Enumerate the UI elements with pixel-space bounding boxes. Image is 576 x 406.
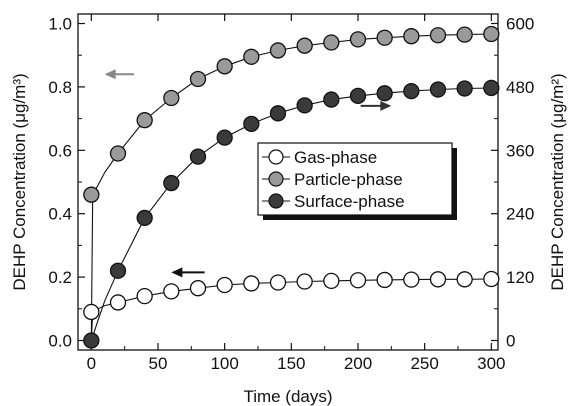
surface-phase-point <box>163 174 180 192</box>
particle-phase-point <box>296 37 313 54</box>
y-right-tick-label: 240 <box>506 205 534 224</box>
surface-phase-point <box>403 82 420 100</box>
x-axis-label: Time (days) <box>243 387 332 406</box>
x-tick-label: 50 <box>149 354 168 373</box>
particle-phase-point <box>83 186 100 203</box>
particle-phase-point <box>349 31 367 48</box>
surface-phase-point <box>189 148 207 165</box>
particle-phase-point <box>403 28 420 45</box>
particle-phase-point <box>136 112 153 129</box>
particle-phase-point <box>376 29 393 46</box>
gas-phase-curve <box>90 278 492 341</box>
legend-marker-surface-phase <box>268 193 284 209</box>
y-left-tick-label: 1.0 <box>48 15 72 34</box>
gas-phase-point <box>189 280 207 297</box>
gas-phase-point <box>456 271 473 288</box>
legend-box <box>257 142 453 216</box>
gas-phase-point <box>163 283 180 300</box>
particle-phase-point <box>163 89 180 107</box>
surface-phase-point <box>429 81 447 98</box>
y-right-tick-label: 120 <box>506 268 534 287</box>
axes: 0 50 100 150 200 250 300 0.0 0.2 0.4 0.6 0.8 1.0 0 120… <box>48 13 534 373</box>
gas-phase-point <box>429 271 447 288</box>
y-right-tick-label: 480 <box>506 78 534 97</box>
legend-label-gas-phase: Gas-phase <box>294 148 377 167</box>
surface-phase-point <box>349 87 367 105</box>
surface-phase-point <box>483 79 500 97</box>
surface-phase-point <box>109 262 127 279</box>
x-tick-label: 0 <box>87 354 96 373</box>
y-right-tick-label: 360 <box>506 141 534 160</box>
particle-phase-point <box>189 70 207 88</box>
legend-label-particle-phase: Particle-phase <box>294 170 403 189</box>
surface-phase-point <box>456 80 473 97</box>
y-left-tick-label: 0.4 <box>48 205 72 224</box>
particle-phase-point <box>216 58 233 75</box>
arrow-right-head <box>380 100 392 111</box>
gas-phase-point <box>216 276 233 294</box>
particle-phase-point <box>483 25 500 43</box>
gas-phase-point <box>109 294 127 311</box>
x-tick-label: 100 <box>210 354 238 373</box>
particle-phase-point <box>429 27 447 44</box>
x-tick-label: 150 <box>277 354 305 373</box>
legend: Gas-phase Particle-phase Surface-phase <box>257 142 457 220</box>
y-axis-right-label: DEHP Concentration (μg/m²) <box>548 73 567 290</box>
gas-phase-point <box>136 287 153 305</box>
y-axis-left-label: DEHP Concentration (μg/m³) <box>10 73 29 290</box>
particle-phase-point <box>243 48 260 65</box>
gas-phase-point <box>296 273 313 290</box>
surface-phase-point <box>323 91 340 108</box>
surface-phase-point <box>376 85 393 102</box>
gas-phase-point <box>483 270 500 288</box>
y-left-tick-label: 0.2 <box>48 268 72 287</box>
particle-phase-point <box>456 26 473 43</box>
particle-phase-point <box>109 145 127 162</box>
surface-phase-point <box>243 115 260 133</box>
gas-phase-point <box>376 271 393 289</box>
y-left-tick-label: 0.8 <box>48 78 72 97</box>
y-left-tick-label: 0.0 <box>48 331 72 350</box>
surface-phase-point <box>296 97 313 114</box>
particle-phase-point <box>269 42 287 59</box>
x-tick-label: 200 <box>344 354 372 373</box>
surface-phase-point <box>136 209 153 227</box>
arrow-left-head <box>171 267 183 278</box>
surface-phase-point <box>269 105 287 122</box>
arrow-left-head <box>104 69 116 80</box>
gas-phase-point <box>269 274 287 291</box>
y-right-tick-label: 600 <box>506 15 534 34</box>
surface-phase-point <box>83 332 100 349</box>
surface-phase-point <box>216 129 233 146</box>
y-right-tick-label: 0 <box>506 331 515 350</box>
y-left-tick-label: 0.6 <box>48 141 72 160</box>
x-tick-label: 300 <box>477 354 505 373</box>
gas-phase-point <box>349 272 367 289</box>
particle-phase-point <box>323 34 340 51</box>
arrows <box>104 69 392 278</box>
x-tick-label: 250 <box>410 354 438 373</box>
gas-phase-point <box>243 275 260 292</box>
gas-phase-point <box>83 303 100 321</box>
legend-marker-particle-phase <box>268 171 284 187</box>
legend-marker-gas-phase <box>268 149 284 165</box>
gas-phase-point <box>403 271 420 288</box>
legend-label-surface-phase: Surface-phase <box>294 192 405 211</box>
points <box>83 25 500 349</box>
gas-phase-point <box>323 272 340 290</box>
